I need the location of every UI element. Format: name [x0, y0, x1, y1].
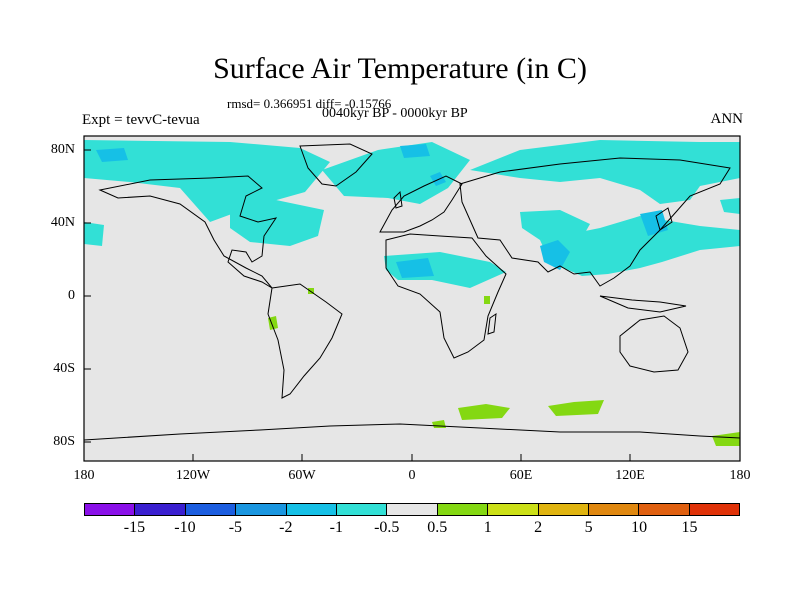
colorbar-label: 5 [584, 519, 593, 536]
lon-label-180e: 180 [729, 468, 751, 483]
lon-label-180w: 180 [73, 468, 95, 483]
experiment-label: Expt = tevvC-tevua [82, 112, 200, 128]
period-label: 0040kyr BP - 0000kyr BP [322, 106, 468, 121]
colorbar-swatch [588, 504, 640, 515]
lon-label-120e: 120E [615, 468, 645, 483]
lat-label-40n: 40N [50, 215, 75, 230]
lon-label-60w: 60W [288, 468, 316, 483]
map-title: Surface Air Temperature (in C) [213, 52, 587, 85]
colorbar-swatch [336, 504, 388, 515]
colorbar-swatch [387, 504, 438, 515]
coastlines [83, 143, 741, 441]
colorbar-swatch [286, 504, 337, 515]
colorbar-label: -1 [329, 519, 343, 536]
colorbar-swatch [488, 504, 539, 515]
stats-line: rmsd= 0.366951 diff= -0.15766 [227, 96, 392, 111]
lon-label-120w: 120W [175, 468, 211, 483]
colorbar-swatch [185, 504, 237, 515]
colorbar-swatch [85, 504, 136, 515]
colorbar-label: 10 [631, 519, 648, 536]
colorbar-swatch [689, 504, 740, 515]
season-label: ANN [710, 111, 744, 127]
lon-label-0: 0 [408, 468, 416, 483]
colorbar-label: -15 [123, 519, 146, 536]
anomaly-warm [268, 288, 740, 446]
axis-ticks [83, 149, 741, 461]
colorbar-label: 1 [483, 519, 492, 536]
anomaly-cool-light [84, 140, 740, 288]
lat-label-0: 0 [68, 288, 75, 303]
colorbar-label: -2 [279, 519, 293, 536]
lon-label-60e: 60E [509, 468, 533, 483]
colorbar-label: -0.5 [374, 519, 400, 536]
colorbar-swatch [135, 504, 186, 515]
colorbar-swatch [639, 504, 690, 515]
lat-label-40s: 40S [53, 361, 75, 376]
colorbar-label: 2 [534, 519, 543, 536]
lat-label-80n: 80N [50, 142, 75, 157]
colorbar-swatch [236, 504, 287, 515]
colorbar-label: -10 [174, 519, 196, 536]
colorbar-label: -5 [228, 519, 243, 536]
colorbar-swatch [437, 504, 489, 515]
colorbar [84, 503, 740, 516]
colorbar-label: 0.5 [427, 519, 448, 536]
colorbar-label: 15 [681, 519, 698, 536]
lat-label-80s: 80S [53, 434, 75, 449]
colorbar-swatch [538, 504, 589, 515]
